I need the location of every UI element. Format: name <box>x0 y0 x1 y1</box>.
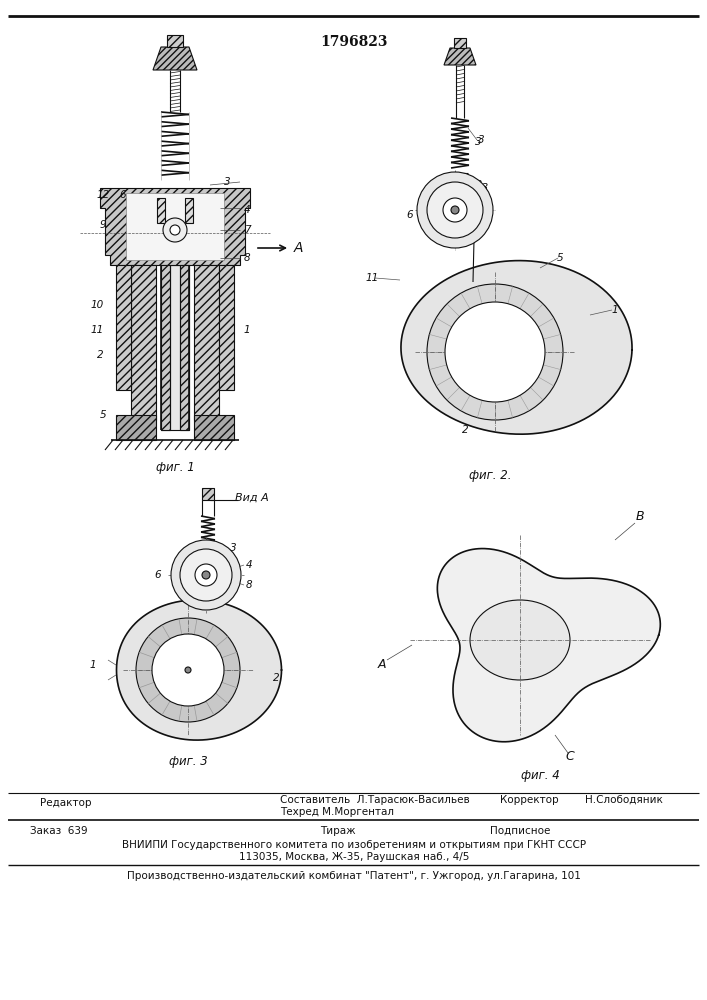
Text: 7: 7 <box>244 225 250 235</box>
Text: Заказ  639: Заказ 639 <box>30 826 88 836</box>
Text: 12: 12 <box>460 195 474 205</box>
Circle shape <box>427 182 483 238</box>
Polygon shape <box>100 188 250 265</box>
Circle shape <box>152 634 224 706</box>
Polygon shape <box>185 198 193 223</box>
Text: 2: 2 <box>462 425 468 435</box>
Text: Производственно-издательский комбинат "Патент", г. Ужгород, ул.Гагарина, 101: Производственно-издательский комбинат "П… <box>127 871 581 881</box>
Polygon shape <box>180 265 189 430</box>
Text: 2: 2 <box>97 350 103 360</box>
Text: 1: 1 <box>180 50 186 60</box>
Text: 5: 5 <box>556 253 563 263</box>
Polygon shape <box>401 261 632 434</box>
Circle shape <box>185 667 191 673</box>
Circle shape <box>445 302 545 402</box>
Text: A: A <box>294 241 303 255</box>
Text: Редактор: Редактор <box>40 798 91 808</box>
Text: 113035, Москва, Ж-35, Раушская наб., 4/5: 113035, Москва, Ж-35, Раушская наб., 4/5 <box>239 852 469 862</box>
Polygon shape <box>157 198 165 223</box>
Polygon shape <box>131 265 156 420</box>
Polygon shape <box>117 600 281 740</box>
Polygon shape <box>116 415 156 440</box>
Text: 8: 8 <box>246 580 252 590</box>
Text: 4: 4 <box>246 560 252 570</box>
Text: 6: 6 <box>119 190 127 200</box>
Text: Н.Слободяник: Н.Слободяник <box>585 795 663 805</box>
Text: 9: 9 <box>100 220 106 230</box>
Bar <box>454 38 466 48</box>
Text: 1796823: 1796823 <box>320 35 387 49</box>
Text: Подписное: Подписное <box>490 826 550 836</box>
Circle shape <box>451 206 459 214</box>
Text: Вид A: Вид A <box>235 493 269 503</box>
Bar <box>202 488 214 500</box>
Text: 13: 13 <box>469 180 483 190</box>
Text: ВНИИПИ Государственного комитета по изобретениям и открытиям при ГКНТ СССР: ВНИИПИ Государственного комитета по изоб… <box>122 840 586 850</box>
Circle shape <box>163 218 187 242</box>
Polygon shape <box>194 415 234 440</box>
Text: 1: 1 <box>612 305 619 315</box>
Text: 2: 2 <box>273 673 279 683</box>
Polygon shape <box>153 47 197 70</box>
Circle shape <box>170 225 180 235</box>
Text: фиг. 4: фиг. 4 <box>520 768 559 782</box>
Circle shape <box>443 198 467 222</box>
Text: 11: 11 <box>90 325 104 335</box>
Polygon shape <box>161 265 189 430</box>
Text: 3: 3 <box>478 135 484 145</box>
Bar <box>167 35 183 47</box>
Text: фиг. 2.: фиг. 2. <box>469 468 511 482</box>
Text: B: B <box>636 510 644 524</box>
Text: 4: 4 <box>244 205 250 215</box>
Polygon shape <box>161 265 170 430</box>
Text: фиг. 3: фиг. 3 <box>169 756 207 768</box>
Text: 3: 3 <box>223 177 230 187</box>
Circle shape <box>195 564 217 586</box>
Text: C: C <box>566 750 574 764</box>
Text: фиг. 1: фиг. 1 <box>156 462 194 475</box>
Text: Техред М.Моргентал: Техред М.Моргентал <box>280 807 394 817</box>
Text: 6: 6 <box>154 570 161 580</box>
Text: 3: 3 <box>474 137 481 147</box>
Text: Тираж: Тираж <box>320 826 356 836</box>
Text: 10: 10 <box>458 223 472 233</box>
Text: Корректор: Корректор <box>500 795 559 805</box>
Text: A: A <box>378 658 386 672</box>
Circle shape <box>427 284 563 420</box>
Text: 5: 5 <box>100 410 106 420</box>
Text: 1: 1 <box>244 325 250 335</box>
Circle shape <box>202 571 210 579</box>
Polygon shape <box>126 193 224 260</box>
Circle shape <box>136 618 240 722</box>
Text: 8: 8 <box>244 253 250 263</box>
Polygon shape <box>116 265 131 390</box>
Polygon shape <box>194 265 219 420</box>
Text: Составитель  Л.Тарасюк-Васильев: Составитель Л.Тарасюк-Васильев <box>280 795 469 805</box>
Circle shape <box>171 540 241 610</box>
Text: 11: 11 <box>366 273 379 283</box>
Text: 13: 13 <box>475 183 489 193</box>
Text: 3: 3 <box>230 543 237 553</box>
Ellipse shape <box>470 600 570 680</box>
Circle shape <box>180 549 232 601</box>
Text: 12: 12 <box>96 190 110 200</box>
Text: 1: 1 <box>90 660 96 670</box>
Text: 6: 6 <box>407 210 414 220</box>
Polygon shape <box>219 265 234 390</box>
Text: 10: 10 <box>90 300 104 310</box>
Polygon shape <box>438 549 660 742</box>
Circle shape <box>417 172 493 248</box>
Polygon shape <box>444 48 476 65</box>
